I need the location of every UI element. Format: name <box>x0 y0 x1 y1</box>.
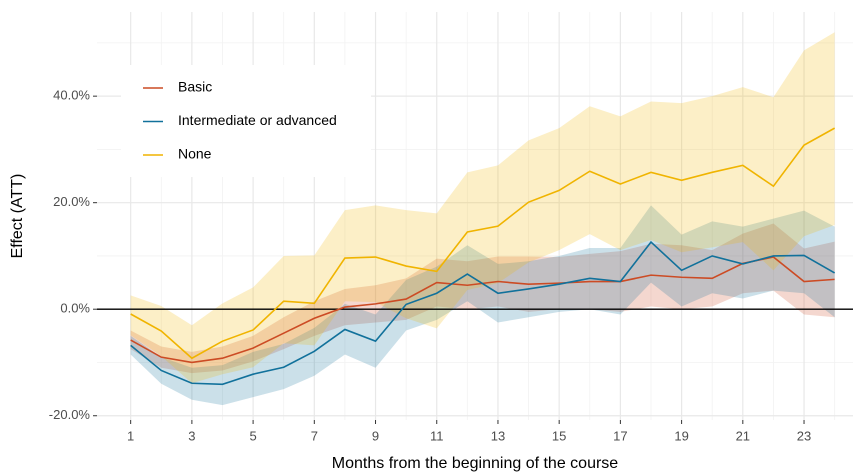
x-tick-label: 1 <box>127 428 134 443</box>
x-tick-label: 11 <box>430 428 444 443</box>
y-tick-label: 40.0% <box>53 88 90 103</box>
legend-label: Basic <box>178 79 212 95</box>
x-tick-label: 17 <box>613 428 627 443</box>
y-tick-label: -20.0% <box>49 407 91 422</box>
x-tick-label: 9 <box>372 428 379 443</box>
y-tick-label: 0.0% <box>60 301 90 316</box>
x-axis-title: Months from the beginning of the course <box>332 455 618 472</box>
series-line <box>130 240 836 386</box>
legend-label: None <box>178 146 212 162</box>
y-tick-label: 20.0% <box>53 194 90 209</box>
y-axis-title: Effect (ATT) <box>9 174 26 259</box>
x-tick-label: 23 <box>797 428 811 443</box>
series-line <box>130 127 836 360</box>
x-tick-label: 7 <box>311 428 318 443</box>
x-tick-label: 3 <box>188 428 195 443</box>
confidence-band <box>130 223 835 374</box>
confidence-band <box>130 32 835 384</box>
legend-label: Intermediate or advanced <box>178 112 337 128</box>
x-tick-label: 21 <box>736 428 750 443</box>
x-tick-label: 15 <box>552 428 566 443</box>
x-tick-label: 5 <box>249 428 256 443</box>
x-tick-label: 19 <box>674 428 688 443</box>
x-tick-label: 13 <box>491 428 505 443</box>
